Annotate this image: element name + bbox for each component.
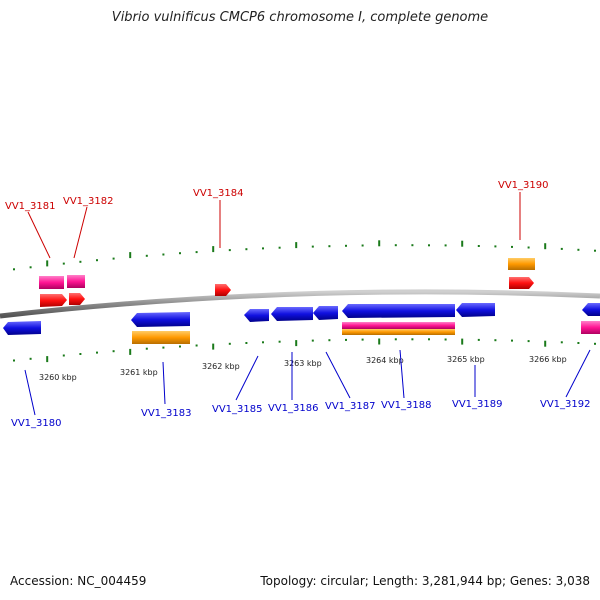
feature-orange-3183 <box>132 331 190 344</box>
gene-label-vv1-3181[interactable]: VV1_3181 <box>5 201 56 212</box>
labels-top: VV1_3181 VV1_3182 VV1_3184 VV1_3190 <box>5 180 549 212</box>
gene-label-vv1-3180[interactable]: VV1_3180 <box>11 418 62 429</box>
scale-label: 3266 kbp <box>529 355 567 364</box>
gene-vv1-3181[interactable] <box>40 294 67 307</box>
gene-vv1-3183[interactable] <box>131 312 190 327</box>
gene-vv1-3192[interactable] <box>582 303 600 316</box>
gene-vv1-3184[interactable] <box>215 284 231 296</box>
page-title: Vibrio vulnificus CMCP6 chromosome I, co… <box>111 10 489 25</box>
feature-pink-3182 <box>67 275 85 288</box>
tick-row-top <box>13 240 596 271</box>
gene-label-vv1-3184[interactable]: VV1_3184 <box>193 188 244 199</box>
gene-vv1-3190[interactable] <box>509 277 534 289</box>
gene-vv1-3187[interactable] <box>313 306 338 320</box>
scale-label: 3265 kbp <box>447 355 485 364</box>
gene-label-vv1-3189[interactable]: VV1_3189 <box>452 399 503 410</box>
tick-row-bottom <box>13 338 596 363</box>
leaders-bottom <box>24 349 591 416</box>
scale-label: 3264 kbp <box>366 356 404 365</box>
scale-label: 3263 kbp <box>284 359 322 368</box>
gene-label-vv1-3183[interactable]: VV1_3183 <box>141 408 192 419</box>
gene-label-vv1-3182[interactable]: VV1_3182 <box>63 196 114 207</box>
gene-label-vv1-3187[interactable]: VV1_3187 <box>325 401 376 412</box>
gene-label-vv1-3185[interactable]: VV1_3185 <box>212 404 263 415</box>
accession-text: Accession: NC_004459 <box>10 574 147 588</box>
gene-vv1-3185[interactable] <box>244 309 269 322</box>
gene-vv1-3182[interactable] <box>69 293 85 305</box>
gene-vv1-3180[interactable] <box>3 321 41 335</box>
leaders-top <box>27 192 521 259</box>
scale-label: 3262 kbp <box>202 362 240 371</box>
gene-label-vv1-3188[interactable]: VV1_3188 <box>381 400 432 411</box>
labels-bottom: VV1_3180 VV1_3183 VV1_3185 VV1_3186 VV1_… <box>11 399 591 429</box>
scale-labels: 3260 kbp 3261 kbp 3262 kbp 3263 kbp 3264… <box>39 355 567 382</box>
feature-orange-3188 <box>342 329 455 335</box>
genes-blue <box>3 303 600 335</box>
scale-label: 3261 kbp <box>120 368 158 377</box>
chromosome-backbone <box>0 289 600 319</box>
gene-vv1-3188[interactable] <box>342 304 455 318</box>
feature-bars <box>39 258 600 344</box>
feature-pink-3188 <box>342 322 455 329</box>
gene-label-vv1-3186[interactable]: VV1_3186 <box>268 403 319 414</box>
feature-pink-3192 <box>581 321 600 334</box>
genes-red <box>40 277 534 307</box>
feature-orange-3190 <box>508 258 535 270</box>
feature-pink-3181 <box>39 276 64 289</box>
gene-label-vv1-3190[interactable]: VV1_3190 <box>498 180 549 191</box>
gene-vv1-3186[interactable] <box>271 307 313 321</box>
scale-label: 3260 kbp <box>39 373 77 382</box>
genome-summary-text: Topology: circular; Length: 3,281,944 bp… <box>260 574 590 588</box>
gene-label-vv1-3192[interactable]: VV1_3192 <box>540 399 591 410</box>
gene-vv1-3189[interactable] <box>456 303 495 317</box>
